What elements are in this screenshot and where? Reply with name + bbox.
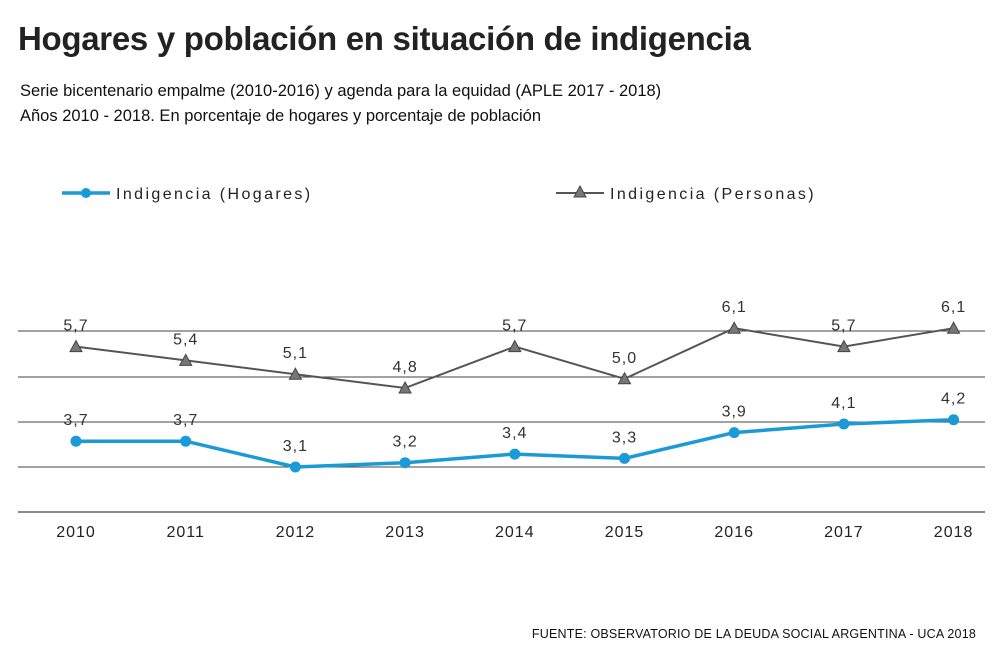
data-point-hogares [619, 452, 630, 464]
data-label-hogares: 3,4 [502, 425, 527, 442]
chart-subtitle-line2: Años 2010 - 2018. En porcentaje de hogar… [20, 107, 542, 125]
x-tick-label: 2016 [714, 524, 754, 541]
legend-marker-personas [573, 184, 587, 198]
legend-marker-hogares [81, 188, 91, 198]
data-point-personas [288, 367, 303, 380]
data-label-hogares: 3,2 [392, 434, 417, 451]
data-label-hogares: 4,2 [941, 391, 966, 408]
data-label-personas: 6,1 [941, 299, 966, 316]
data-point-hogares [838, 418, 850, 430]
series-personas: 5,7 5,4 5,1 4,8 5,7 5,0 6,1 5,7 6,1 [63, 299, 966, 394]
data-point-personas [398, 380, 412, 394]
legend: Indigencia (Hogares) Indigencia (Personas… [62, 184, 816, 203]
x-tick-label: 2014 [495, 524, 535, 541]
data-label-personas: 5,1 [283, 345, 308, 362]
data-point-hogares [70, 435, 82, 447]
data-label-personas: 5,7 [502, 318, 527, 335]
data-point-personas [69, 339, 83, 353]
data-label-hogares: 3,7 [63, 412, 88, 429]
series-hogares: 3,7 3,7 3,1 3,2 3,4 3,3 3,9 4,1 4,2 [63, 391, 966, 473]
series-line-personas [75, 327, 954, 390]
data-label-hogares: 3,3 [612, 429, 637, 446]
data-point-hogares [289, 461, 301, 473]
chart-subtitle-line1: Serie bicentenario empalme (2010-2016) y… [20, 82, 662, 100]
data-label-hogares: 3,7 [173, 412, 198, 429]
data-label-personas: 5,0 [612, 350, 637, 367]
data-label-personas: 5,7 [831, 318, 856, 335]
x-tick-label: 2012 [276, 524, 316, 541]
data-point-personas [617, 371, 632, 385]
data-label-personas: 5,4 [173, 331, 198, 348]
data-point-personas [727, 321, 742, 334]
x-tick-label: 2011 [166, 524, 204, 541]
x-tick-label: 2010 [56, 524, 96, 541]
chart-title: Hogares y población en situación de indi… [18, 20, 751, 57]
x-tick-label: 2018 [934, 524, 974, 541]
legend-label-hogares: Indigencia (Hogares) [116, 186, 313, 203]
data-point-hogares [509, 448, 521, 460]
data-label-personas: 4,8 [392, 359, 417, 376]
data-label-hogares: 3,1 [283, 438, 308, 455]
data-label-hogares: 3,9 [722, 404, 747, 421]
data-point-hogares [180, 435, 192, 447]
data-point-personas [178, 353, 193, 366]
data-label-hogares: 4,1 [831, 395, 856, 412]
x-tick-label: 2017 [824, 524, 864, 541]
legend-label-personas: Indigencia (Personas) [610, 186, 816, 203]
data-label-personas: 5,7 [63, 318, 88, 335]
data-point-hogares [948, 414, 960, 426]
x-tick-label: 2013 [385, 524, 425, 541]
x-tick-labels: 2010 2011 2012 2013 2014 2015 2016 2017 2018 [56, 524, 974, 541]
source-note: FUENTE: OBSERVATORIO DE LA DEUDA SOCIAL … [531, 627, 976, 641]
data-point-hogares [728, 427, 740, 439]
data-point-personas [837, 339, 851, 353]
data-point-hogares [399, 457, 411, 469]
x-tick-label: 2015 [605, 524, 645, 541]
data-label-personas: 6,1 [722, 299, 747, 316]
data-point-personas [507, 339, 522, 353]
data-point-personas [946, 321, 961, 334]
grid-lines [18, 330, 985, 513]
